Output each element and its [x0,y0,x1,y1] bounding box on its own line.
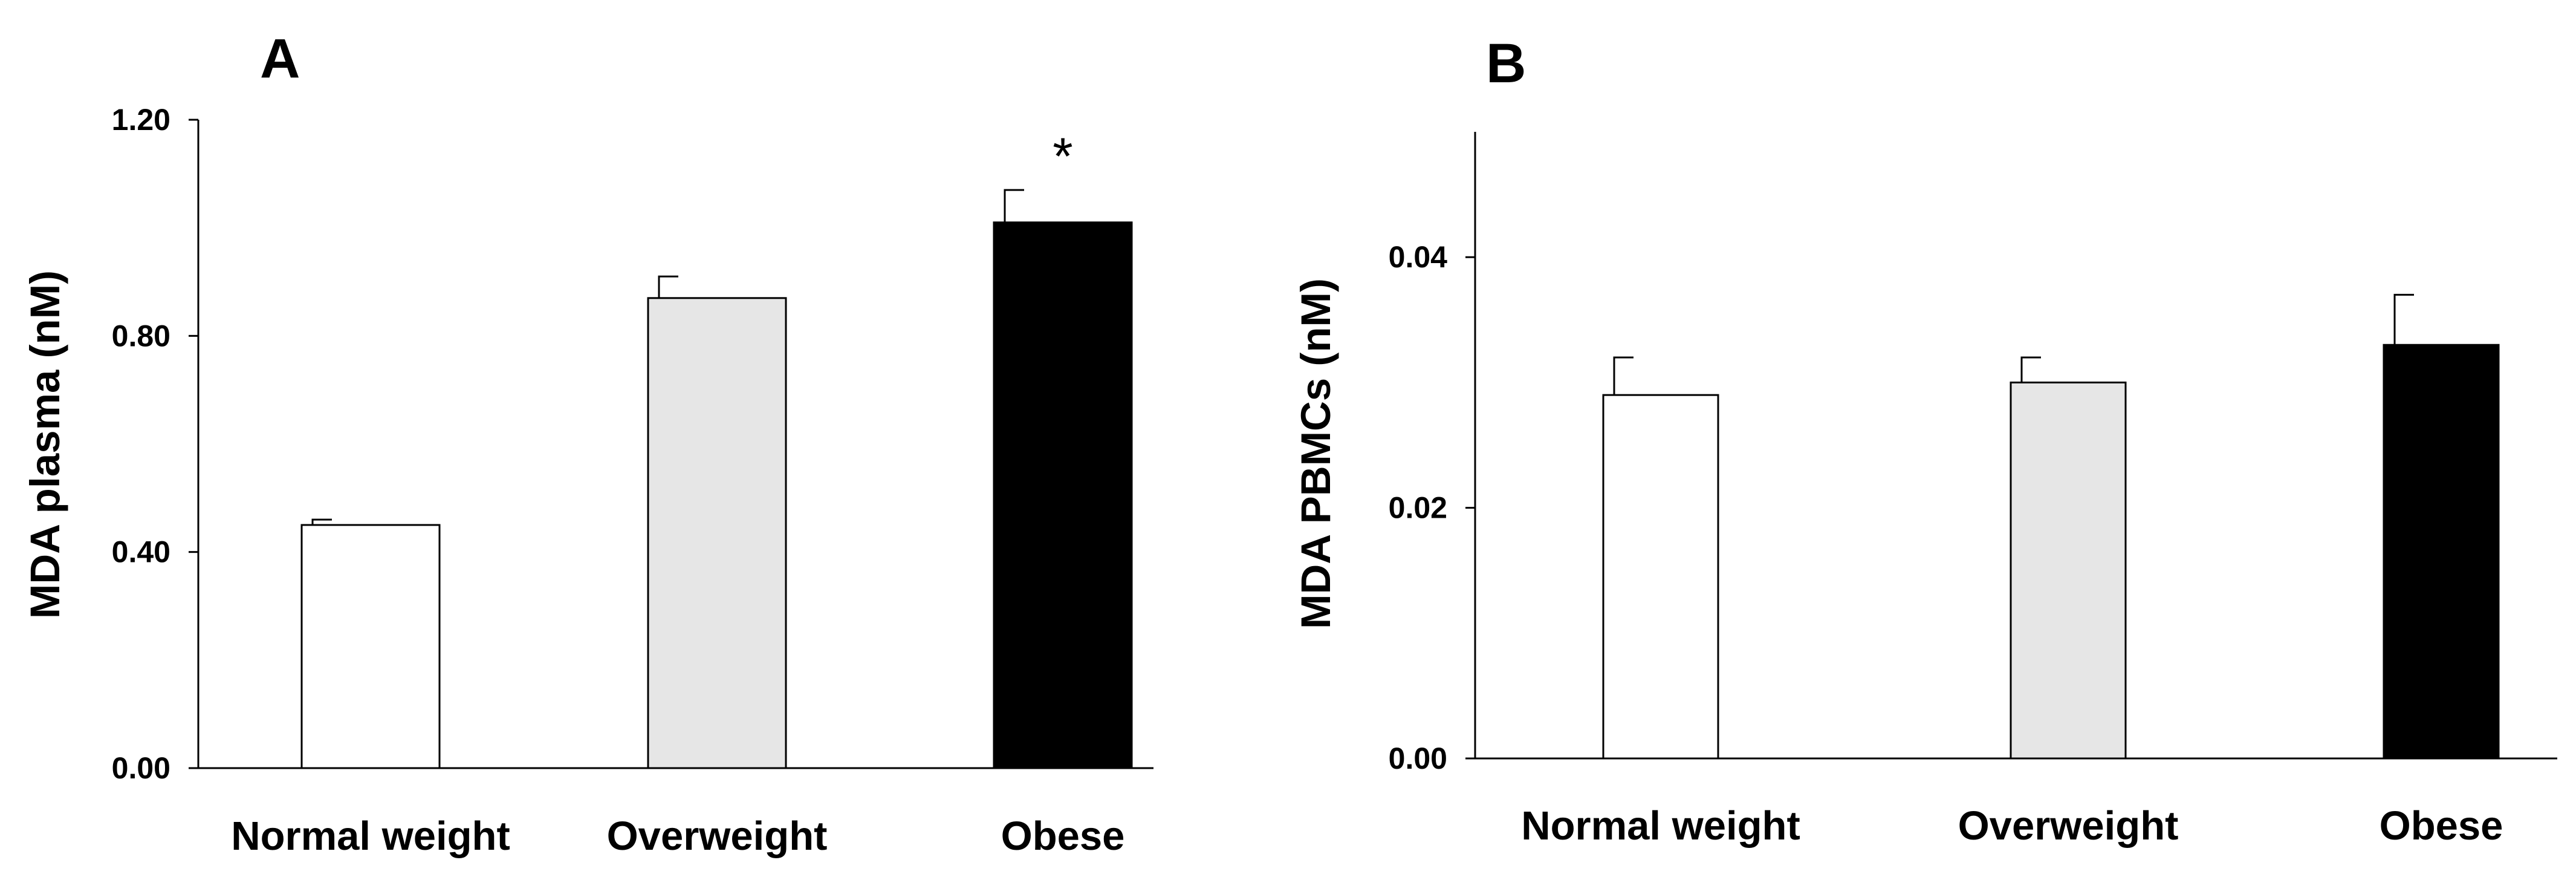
panel-b-category-label: Overweight [1958,803,2179,849]
panel-a: A MDA plasma (nM) 0.00 0.40 0.80 1.20 * Nor… [22,28,1153,859]
panel-b-label: B [1486,33,1526,94]
panel-a-y-ticks: 0.00 0.40 0.80 1.20 [112,103,198,785]
panel-a-bar [300,524,441,769]
panel-b-y-tick-label: 0.00 [1389,741,1447,775]
panel-b-y-axis-title: MDA PBMCs (nM) [1293,278,1339,629]
panel-b-y-tick-label: 0.02 [1389,491,1447,525]
panel-a-y-axis-title: MDA plasma (nM) [22,270,68,619]
panel-b-category-label: Obese [2380,803,2503,849]
panel-a-bar [647,297,787,769]
panel-b-error-bar [2393,293,2414,345]
panel-a-error-bar [1004,189,1024,223]
panel-a-y-tick-label: 0.00 [112,751,170,785]
panel-a-y-tick-label: 1.20 [112,103,170,137]
panel-a-category-label: Normal weight [231,813,510,859]
panel-b-bar [1602,394,1719,760]
panel-b: B MDA PBMCs (nM) 0.00 0.02 0.04 Normal wei… [1293,33,2557,849]
panel-b-category-label: Normal weight [1521,803,1800,849]
panel-b-bars [1602,293,2500,760]
panel-a-y-tick-label: 0.80 [112,319,170,353]
panel-a-category-label: Obese [1001,813,1125,859]
panel-a-category-label: Overweight [607,813,828,859]
panel-b-y-tick-label: 0.04 [1389,240,1448,274]
panel-a-error-bar [658,275,678,298]
panel-b-category-labels: Normal weight Overweight Obese [1521,803,2503,849]
panel-a-bar [993,221,1133,769]
panel-a-category-labels: Normal weight Overweight Obese [231,813,1124,859]
panel-a-label: A [260,28,300,90]
panel-b-y-ticks: 0.00 0.02 0.04 [1389,240,1475,775]
panel-b-bar [2383,344,2500,760]
panel-a-y-tick-label: 0.40 [112,535,170,569]
panel-a-bars: * [300,128,1133,769]
panel-a-error-bar [311,518,332,525]
panel-b-error-bar [2020,356,2041,383]
panel-b-bar [2010,381,2127,760]
panel-a-significance-marker: * [1053,128,1072,186]
panel-b-error-bar [1613,356,1634,396]
